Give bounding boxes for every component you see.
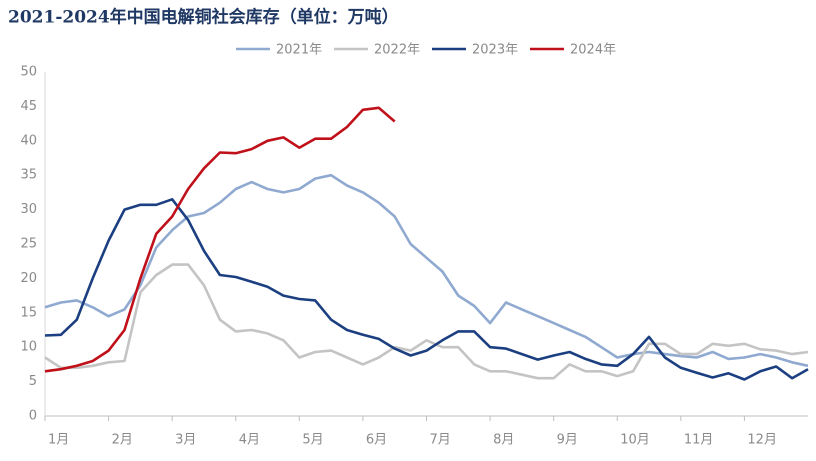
- legend-label: 2022年: [374, 43, 420, 58]
- legend-label: 2021年: [276, 43, 322, 58]
- x-tick-label: 8月: [493, 433, 514, 448]
- series-line: [44, 106, 396, 373]
- chart-title: 2021-2024年中国电解铜社会库存（单位：万吨）: [8, 7, 399, 28]
- legend-label: 2024年: [570, 43, 616, 58]
- y-tick-label: 50: [20, 65, 37, 80]
- y-tick-label: 35: [20, 168, 37, 183]
- x-tick-label: 6月: [366, 433, 387, 448]
- x-tick-label: 3月: [175, 433, 196, 448]
- x-tick-label: 9月: [557, 433, 578, 448]
- y-tick-label: 15: [20, 305, 37, 320]
- y-tick-label: 25: [20, 237, 37, 252]
- x-tick-label: 5月: [302, 433, 323, 448]
- series-line: [44, 263, 809, 380]
- series-line: [44, 198, 809, 381]
- legend-label: 2023年: [472, 43, 518, 58]
- y-tick-label: 45: [20, 99, 37, 114]
- x-tick-label: 10月: [620, 433, 650, 448]
- series-line: [44, 173, 809, 368]
- y-tick-label: 40: [20, 133, 37, 148]
- y-tick-label: 20: [20, 271, 37, 286]
- y-tick-label: 10: [20, 340, 37, 355]
- x-tick-label: 12月: [747, 433, 777, 448]
- y-tick-label: 0: [29, 409, 37, 424]
- x-tick-label: 2月: [112, 433, 133, 448]
- y-tick-label: 30: [20, 202, 37, 217]
- x-tick-label: 4月: [239, 433, 260, 448]
- y-tick-label: 5: [29, 374, 37, 389]
- x-tick-label: 1月: [48, 433, 69, 448]
- x-tick-label: 7月: [430, 433, 451, 448]
- x-tick-label: 11月: [684, 433, 714, 448]
